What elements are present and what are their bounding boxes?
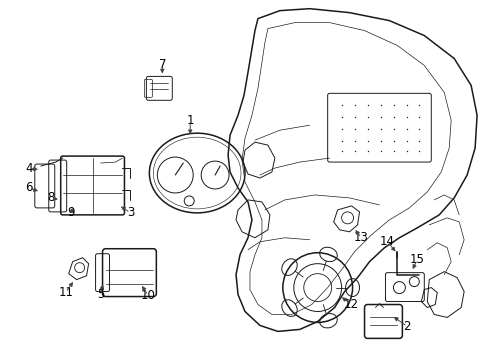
Text: 4: 4 xyxy=(25,162,33,175)
Text: 3: 3 xyxy=(126,206,134,219)
Text: 8: 8 xyxy=(47,192,54,204)
Text: 13: 13 xyxy=(353,231,368,244)
Text: 1: 1 xyxy=(186,114,194,127)
Text: 9: 9 xyxy=(67,206,74,219)
Text: 14: 14 xyxy=(379,235,394,248)
Text: 10: 10 xyxy=(141,289,156,302)
Text: 5: 5 xyxy=(97,288,104,301)
Text: 2: 2 xyxy=(403,320,410,333)
Text: 7: 7 xyxy=(158,58,166,71)
Text: 11: 11 xyxy=(58,286,73,299)
Text: 6: 6 xyxy=(25,181,33,194)
Text: 15: 15 xyxy=(409,253,424,266)
Text: 12: 12 xyxy=(344,298,358,311)
